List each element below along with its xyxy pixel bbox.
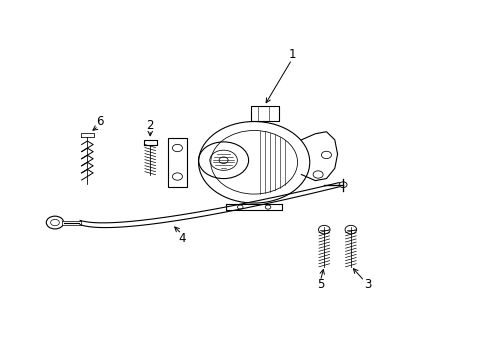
Text: 6: 6 xyxy=(96,115,103,128)
Text: 2: 2 xyxy=(146,118,154,131)
Text: 3: 3 xyxy=(364,278,371,291)
Text: 4: 4 xyxy=(178,232,185,245)
Text: 1: 1 xyxy=(288,48,296,61)
Text: 5: 5 xyxy=(316,278,324,291)
